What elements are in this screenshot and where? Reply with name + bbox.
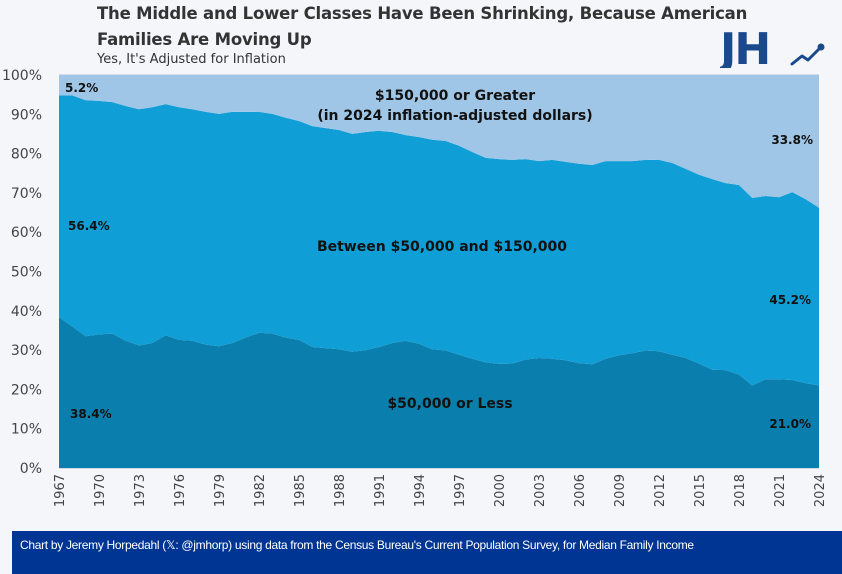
label-bottom-end: 21.0% xyxy=(769,417,811,431)
label-top-band-line1: $150,000 or Greater xyxy=(375,88,535,104)
label-top-start: 5.2% xyxy=(65,81,98,95)
x-tick-label: 1988 xyxy=(333,474,348,507)
x-tick-label: 1970 xyxy=(93,474,108,507)
y-tick-label: 0% xyxy=(20,461,42,477)
x-tick-label: 2006 xyxy=(573,474,588,507)
stacked-area-chart: 0%10%20%30%40%50%60%70%80%90%100% 1967 19… xyxy=(2,68,828,507)
label-top-band-line2: (in 2024 inflation-adjusted dollars) xyxy=(317,108,592,124)
y-tick-label: 60% xyxy=(11,225,42,241)
x-tick-label: 1973 xyxy=(133,474,148,507)
y-tick-label: 80% xyxy=(11,147,42,163)
x-tick-label: 1994 xyxy=(413,474,428,507)
trending-up-icon xyxy=(790,43,825,66)
y-tick-label: 10% xyxy=(11,422,42,438)
y-tick-label: 40% xyxy=(11,304,42,320)
footer-credit-text: Chart by Jeremy Horpedahl (𝕏: @jmhorp) u… xyxy=(20,538,694,552)
label-middle-band: Between $50,000 and $150,000 xyxy=(317,239,567,255)
label-middle-start: 56.4% xyxy=(68,219,110,233)
area-layers xyxy=(59,75,819,468)
label-bottom-start: 38.4% xyxy=(70,407,112,421)
x-tick-label: 2012 xyxy=(653,474,668,507)
x-tick-label: 1991 xyxy=(373,474,388,507)
area-top-band xyxy=(59,75,819,208)
jh-logo: JH xyxy=(720,24,825,68)
logo-text: JH xyxy=(720,24,769,68)
x-tick-label: 2009 xyxy=(613,474,628,507)
y-tick-label: 100% xyxy=(2,68,42,84)
y-axis: 0% 10% 20% 30% 40% 50% 60% 70% 80% 90% 100% xyxy=(2,68,42,477)
area-middle-band xyxy=(59,95,819,386)
y-tick-label: 70% xyxy=(11,186,42,202)
label-bottom-band: $50,000 or Less xyxy=(387,396,512,412)
x-tick-label: 1976 xyxy=(173,474,188,507)
label-top-end: 33.8% xyxy=(771,133,813,147)
x-tick-label: 1985 xyxy=(293,474,308,507)
y-tick-label: 50% xyxy=(11,265,42,281)
x-tick-label: 2000 xyxy=(493,474,508,507)
x-tick-label: 2024 xyxy=(813,474,828,507)
chart-subtitle: Yes, It's Adjusted for Inflation xyxy=(97,52,286,67)
x-tick-label: 2003 xyxy=(533,474,548,507)
x-tick-label: 1997 xyxy=(453,474,468,507)
x-tick-label: 2018 xyxy=(733,474,748,507)
chart-title: The Middle and Lower Classes Have Been S… xyxy=(97,4,748,49)
x-tick-label: 1979 xyxy=(213,474,228,507)
x-tick-label: 1982 xyxy=(253,474,268,507)
x-tick-label: 2021 xyxy=(773,474,788,507)
label-middle-end: 45.2% xyxy=(769,293,811,307)
y-tick-label: 20% xyxy=(11,382,42,398)
y-tick-label: 90% xyxy=(11,107,42,123)
x-tick-label: 2015 xyxy=(693,474,708,507)
y-tick-label: 30% xyxy=(11,343,42,359)
footer-credit-bar: Chart by Jeremy Horpedahl (𝕏: @jmhorp) u… xyxy=(12,531,842,574)
x-axis: 1967 1970 1973 1976 1979 1982 1985 1988 1991 1994… xyxy=(53,474,828,507)
x-tick-label: 1967 xyxy=(53,474,68,507)
area-bottom-band xyxy=(59,317,819,468)
